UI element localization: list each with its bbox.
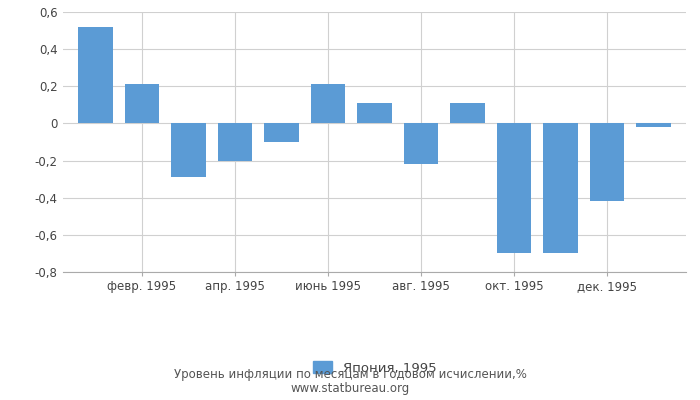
Legend: Япония, 1995: Япония, 1995 — [312, 361, 437, 375]
Bar — [404, 124, 438, 164]
Bar — [636, 124, 671, 127]
Bar — [543, 124, 578, 254]
Text: www.statbureau.org: www.statbureau.org — [290, 382, 410, 395]
Bar — [125, 84, 160, 124]
Bar — [311, 84, 345, 124]
Bar — [357, 103, 392, 124]
Bar — [264, 124, 299, 142]
Bar — [589, 124, 624, 202]
Bar — [78, 27, 113, 124]
Bar — [171, 124, 206, 177]
Bar — [450, 103, 485, 124]
Bar — [496, 124, 531, 254]
Text: Уровень инфляции по месяцам в годовом исчислении,%: Уровень инфляции по месяцам в годовом ис… — [174, 368, 526, 381]
Bar — [218, 124, 253, 160]
